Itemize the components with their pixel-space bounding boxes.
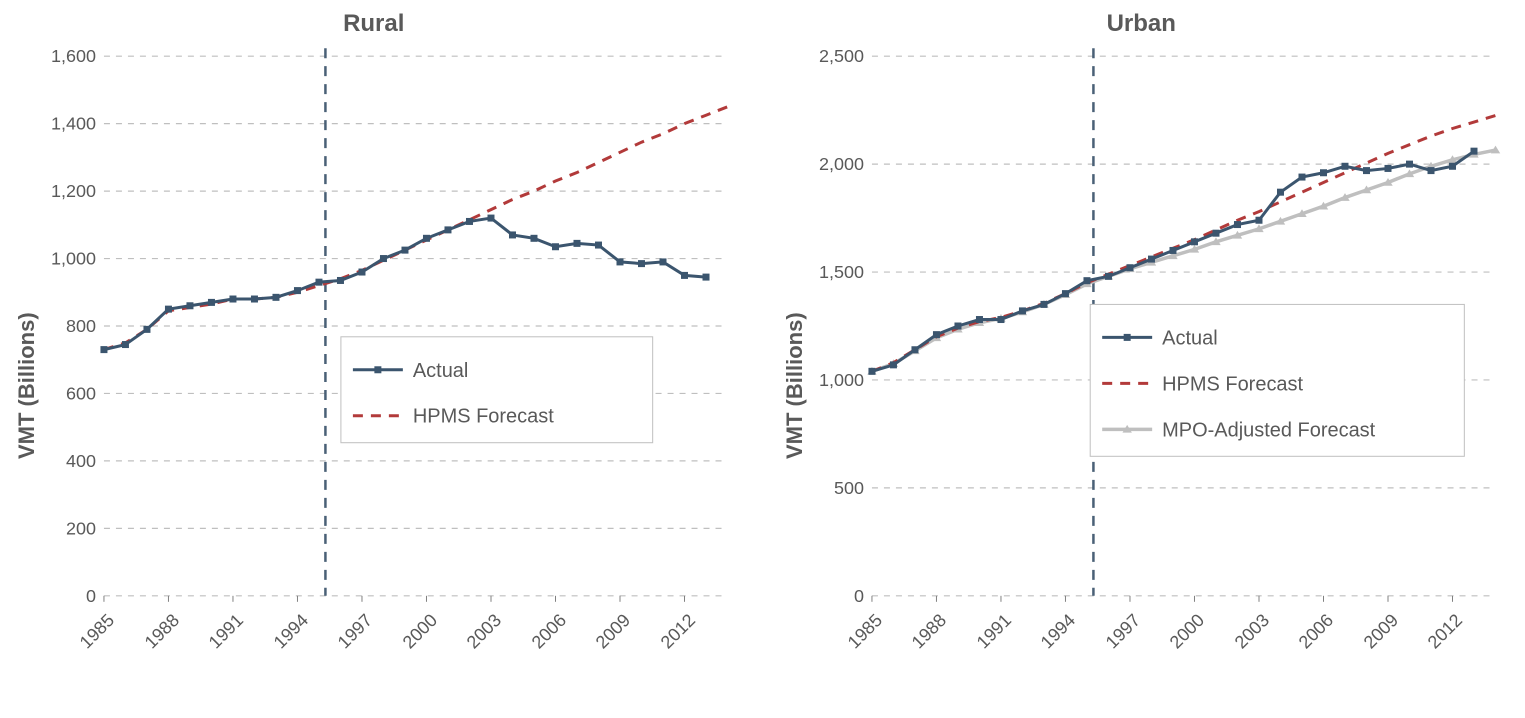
x-tick-label: 2000 (1166, 610, 1209, 653)
legend-label-actual: Actual (413, 360, 469, 382)
panel-urban: Urban VMT (Billions) 0 500 1,000 1,500 2,000… (778, 10, 1506, 666)
x-tick-label: 1991 (205, 610, 248, 653)
x-axis-labels-urban: 1985 1988 1991 1994 1997 2000 2003 2006 2009 2012 (808, 606, 1506, 666)
y-tick-label: 2,500 (818, 46, 863, 66)
x-tick-label: 1985 (843, 610, 886, 653)
charts-row: Rural VMT (Billions) 0 200 400 600 800 1,000 1… (0, 0, 1525, 676)
y-tick-label: 1,400 (51, 114, 96, 134)
x-tick-label: 1988 (140, 610, 183, 653)
x-tick-label: 1988 (908, 610, 951, 653)
y-tick-label: 0 (853, 586, 863, 606)
x-tick-label: 1997 (334, 610, 377, 653)
y-tick-label: 400 (66, 451, 96, 471)
x-tick-label: 2009 (1360, 610, 1403, 653)
y-tick-label: 1,200 (51, 181, 96, 201)
y-tick-label: 800 (66, 316, 96, 336)
x-tick-label: 2012 (657, 610, 700, 653)
x-tick-label: 2012 (1424, 610, 1467, 653)
legend-label-hpms: HPMS Forecast (413, 406, 554, 428)
chart-svg-rural: 0 200 400 600 800 1,000 1,200 1,400 1,600 Actual H… (40, 46, 738, 606)
y-tick-label: 1,500 (818, 262, 863, 282)
y-tick-label: 600 (66, 383, 96, 403)
x-tick-label: 2006 (528, 610, 571, 653)
y-tick-label: 500 (833, 478, 863, 498)
x-tick-label: 2000 (398, 610, 441, 653)
series-hpms (104, 107, 728, 350)
chart-title-rural: Rural (10, 10, 738, 38)
legend-label-mpo: MPO-Adjusted Forecast (1162, 419, 1376, 441)
series-actual (104, 218, 706, 350)
x-axis-labels-rural: 1985 1988 1991 1994 1997 2000 2003 2006 2009 2012 (40, 606, 738, 666)
plot-column-urban: 0 500 1,000 1,500 2,000 2,500 Actual HPMS Forec… (808, 46, 1506, 666)
plot-column-rural: 0 200 400 600 800 1,000 1,200 1,400 1,600 Actual H… (40, 46, 738, 666)
x-tick-label: 1997 (1101, 610, 1144, 653)
legend-label-actual: Actual (1162, 327, 1218, 349)
x-tick-label: 1985 (76, 610, 119, 653)
x-tick-label: 2006 (1295, 610, 1338, 653)
x-tick-label: 2009 (592, 610, 635, 653)
x-tick-label: 2003 (1230, 610, 1273, 653)
x-tick-label: 1994 (269, 610, 312, 653)
y-tick-label: 1,000 (818, 370, 863, 390)
x-tick-label: 2003 (463, 610, 506, 653)
x-tick-label: 1991 (972, 610, 1015, 653)
legend-label-hpms: HPMS Forecast (1162, 373, 1303, 395)
y-tick-label: 1,600 (51, 46, 96, 66)
y-axis-label-rural: VMT (Billions) (10, 46, 40, 666)
panel-rural: Rural VMT (Billions) 0 200 400 600 800 1,000 1… (10, 10, 738, 666)
chart-body-urban: VMT (Billions) 0 500 1,000 1,500 2,000 2,500 A… (778, 46, 1506, 666)
y-tick-label: 200 (66, 518, 96, 538)
y-tick-label: 1,000 (51, 249, 96, 269)
y-tick-label: 0 (86, 586, 96, 606)
chart-title-urban: Urban (778, 10, 1506, 38)
chart-body-rural: VMT (Billions) 0 200 400 600 800 1,000 1,200 1,… (10, 46, 738, 666)
y-tick-label: 2,000 (818, 154, 863, 174)
chart-svg-urban: 0 500 1,000 1,500 2,000 2,500 Actual HPMS Forec… (808, 46, 1506, 606)
y-axis-label-urban: VMT (Billions) (778, 46, 808, 666)
x-tick-label: 1994 (1037, 610, 1080, 653)
